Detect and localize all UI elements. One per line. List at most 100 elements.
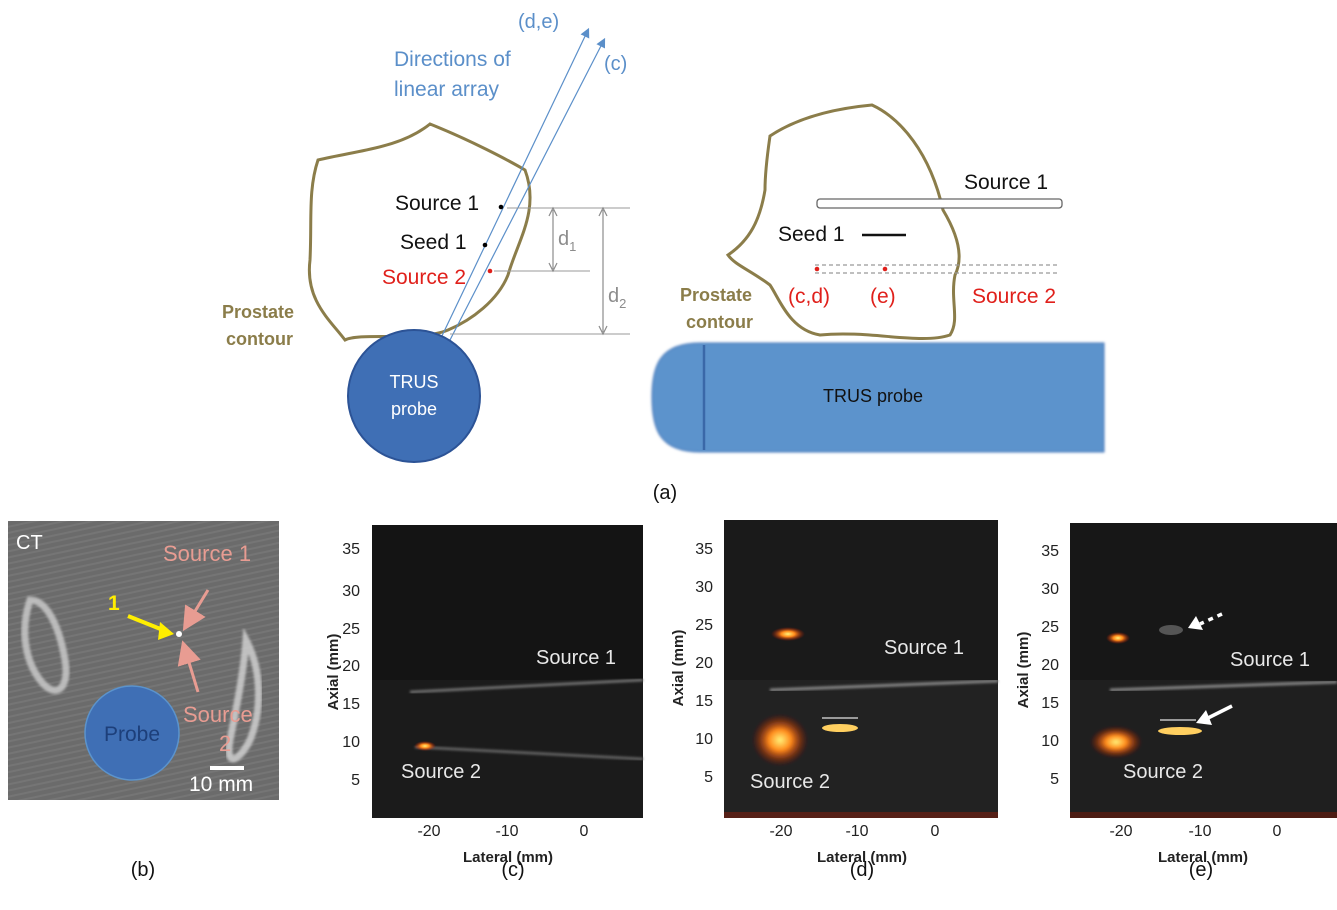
us-e-yticks: 35 30 25 20 15 10 5 [1041, 543, 1059, 788]
us-e-hotspot-top [1106, 632, 1130, 644]
svg-text:0: 0 [931, 823, 940, 840]
ct-source2-label-2: 2 [219, 731, 231, 756]
source1-dot [498, 204, 504, 210]
svg-text:15: 15 [1041, 695, 1059, 712]
svg-text:30: 30 [342, 583, 360, 600]
seed1-label-right: Seed 1 [778, 223, 845, 246]
us-e-solid-arrow [1207, 704, 1233, 720]
svg-text:0: 0 [1273, 823, 1282, 840]
directions-line1: Directions of [394, 48, 511, 71]
source1-bar [816, 198, 1063, 209]
svg-text:5: 5 [351, 772, 360, 789]
us-d-seed-bright [822, 724, 858, 732]
svg-text:10: 10 [342, 734, 360, 751]
us-d-hotspot-top [771, 627, 805, 641]
cd-label: (c,d) [788, 285, 830, 308]
panel-e: Source 1 Source 2 35 30 25 20 15 10 5 -2… [1015, 523, 1337, 866]
panel-a-right: Source 1 Seed 1 (c,d) (e) Source 2 Prost… [651, 103, 1105, 453]
svg-text:20: 20 [1041, 657, 1059, 674]
us-d-source1-line [769, 679, 999, 692]
seed1-dot [482, 242, 488, 248]
us-d-hotspot-bottom [752, 714, 808, 766]
us-c-ylabel: Axial (mm) [325, 634, 342, 711]
panel-b: CT Source 1 1 Source 2 Probe 10 mm [8, 521, 279, 800]
svg-text:0: 0 [580, 823, 589, 840]
us-e-dashed-arrow [1199, 612, 1223, 626]
ct-probe-circle [84, 685, 180, 781]
ct-source2-label-1: Source [183, 702, 253, 727]
source2-dot [487, 268, 493, 274]
d1-label: d1 [558, 228, 576, 254]
us-e-faint-seed [1159, 625, 1183, 635]
us-e-ylabel: Axial (mm) [1015, 632, 1032, 709]
svg-text:35: 35 [342, 541, 360, 558]
svg-text:15: 15 [342, 696, 360, 713]
svg-text:15: 15 [695, 693, 713, 710]
svg-text:-10: -10 [495, 823, 518, 840]
us-e-seed-bright [1158, 727, 1202, 735]
us-e-source2-label: Source 2 [1123, 761, 1203, 783]
us-e-source1-label: Source 1 [1230, 649, 1310, 671]
ct-arrow-source2 [177, 640, 201, 693]
ct-label: CT [16, 532, 43, 554]
us-c-hotspot [414, 741, 436, 751]
panel-a-left: (d,e) (c) Directions of linear array Sou… [222, 11, 630, 463]
ct-marker-1: 1 [108, 592, 120, 615]
us-c-source2-line [414, 745, 644, 761]
us-c-xticks: -20 -10 0 [417, 823, 588, 840]
panel-d: Source 1 Source 2 35 30 25 20 15 10 5 -2… [670, 520, 999, 866]
svg-text:-20: -20 [417, 823, 440, 840]
svg-text:35: 35 [695, 541, 713, 558]
us-c-yticks: 35 30 25 20 15 10 5 [342, 541, 360, 789]
svg-text:-20: -20 [769, 823, 792, 840]
panel-d-label: (d) [850, 859, 874, 881]
us-c-xlabel: Lateral (mm) [463, 849, 553, 866]
us-e-xticks: -20 -10 0 [1109, 823, 1281, 840]
us-d-yticks: 35 30 25 20 15 10 5 [695, 541, 713, 786]
probe-label-right: TRUS probe [823, 386, 923, 406]
probe-label-left-2: probe [391, 399, 437, 419]
prostate-label-left-2: contour [226, 329, 293, 349]
svg-text:10: 10 [695, 731, 713, 748]
svg-text:20: 20 [695, 655, 713, 672]
us-e-xlabel: Lateral (mm) [1158, 849, 1248, 866]
svg-text:20: 20 [342, 658, 360, 675]
cd-dot [814, 266, 820, 272]
svg-text:25: 25 [695, 617, 713, 634]
ct-bone-left [21, 596, 70, 694]
prostate-label-right-1: Prostate [680, 285, 752, 305]
direction-line-de [439, 27, 590, 341]
prostate-contour-right [725, 103, 961, 341]
probe-label-left-1: TRUS [390, 372, 439, 392]
svg-text:-10: -10 [845, 823, 868, 840]
svg-text:10: 10 [1041, 733, 1059, 750]
ct-probe-label: Probe [104, 723, 160, 746]
d2-label: d2 [608, 285, 626, 311]
panel-c-label: (c) [501, 859, 524, 881]
panel-b-label: (b) [131, 859, 155, 881]
e-label: (e) [870, 285, 896, 308]
us-d-source2-label: Source 2 [750, 771, 830, 793]
e-dot [882, 266, 888, 272]
trus-probe-circle [347, 329, 481, 463]
panel-a-label: (a) [653, 482, 677, 504]
source2-label-right: Source 2 [972, 285, 1056, 308]
dir-de-label: (d,e) [518, 11, 559, 33]
svg-text:30: 30 [1041, 581, 1059, 598]
seed1-label-left: Seed 1 [400, 231, 467, 254]
us-d-xlabel: Lateral (mm) [817, 849, 907, 866]
svg-text:25: 25 [1041, 619, 1059, 636]
us-d-xticks: -20 -10 0 [769, 823, 939, 840]
prostate-label-left-1: Prostate [222, 302, 294, 322]
directions-line2: linear array [394, 78, 500, 101]
us-c-source2-label: Source 2 [401, 761, 481, 783]
svg-text:35: 35 [1041, 543, 1059, 560]
panel-e-label: (e) [1189, 859, 1213, 881]
ct-arrow-source1 [182, 589, 210, 632]
us-d-source1-label: Source 1 [884, 637, 964, 659]
ct-seed-dot [176, 631, 182, 637]
panel-c: Source 1 Source 2 35 30 25 20 15 10 5 -2… [325, 525, 644, 866]
ct-source1-label: Source 1 [163, 541, 251, 566]
svg-text:25: 25 [342, 621, 360, 638]
trus-probe-body [651, 342, 1105, 453]
